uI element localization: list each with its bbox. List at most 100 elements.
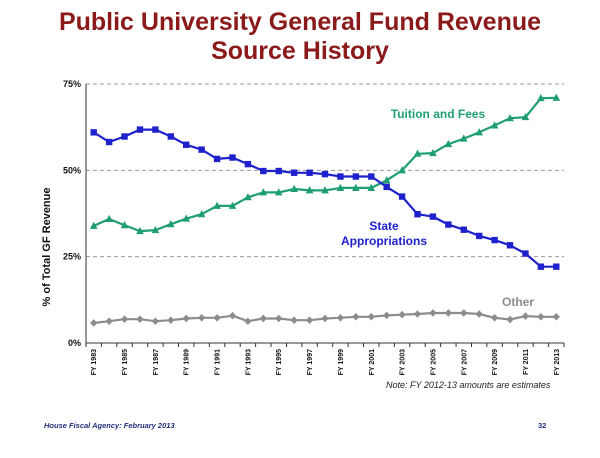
data-point (352, 173, 360, 180)
data-point (290, 316, 298, 325)
x-tick-label: FY 2013 (554, 349, 561, 375)
data-point (321, 314, 329, 323)
series-layer (89, 93, 561, 327)
data-point (444, 309, 452, 317)
data-point (368, 173, 375, 180)
data-point (382, 176, 391, 184)
series-label-other: Other (502, 295, 534, 309)
data-point (182, 214, 191, 222)
data-point (136, 226, 144, 235)
series-state-appropriations (90, 126, 560, 270)
series-tuition-and-fees (89, 93, 561, 235)
data-point (413, 149, 422, 157)
data-point (553, 263, 560, 270)
data-point (275, 314, 283, 323)
series-line (93, 96, 557, 233)
y-axis-label: % of Total GF Revenue (41, 188, 53, 307)
data-point (506, 242, 514, 249)
y-tick-label: 75% (63, 79, 81, 89)
data-point (105, 317, 113, 326)
data-point (259, 188, 268, 196)
data-point (244, 317, 252, 326)
x-tick-label: FY 2009 (492, 349, 499, 375)
x-tick-label: FY 1989 (184, 349, 191, 375)
x-tick-label: FY 1983 (91, 349, 98, 375)
data-point (121, 133, 128, 140)
series-other (90, 309, 560, 327)
data-point (290, 169, 298, 176)
data-point (305, 186, 314, 194)
data-point (383, 183, 390, 191)
data-point (229, 154, 236, 161)
data-point (105, 138, 113, 146)
data-point (105, 214, 113, 223)
data-point (506, 315, 514, 324)
data-point (89, 221, 98, 229)
data-point (275, 167, 282, 175)
data-point (183, 141, 190, 148)
data-point (152, 126, 159, 133)
data-point (521, 112, 530, 121)
data-point (336, 183, 345, 191)
series-label-tuition: Tuition and Fees (391, 107, 486, 121)
data-point (383, 311, 391, 320)
series-label-state-line1: State (369, 219, 399, 233)
data-point (167, 220, 175, 228)
data-point (274, 188, 283, 196)
data-point (305, 316, 314, 325)
data-point (398, 310, 406, 319)
data-point (90, 129, 97, 136)
data-point (460, 309, 468, 317)
data-point (490, 121, 499, 129)
x-tick-label: FY 1999 (338, 349, 345, 375)
data-point (475, 310, 483, 318)
data-point (429, 148, 437, 157)
data-point (459, 134, 468, 142)
data-point (413, 310, 422, 318)
chart-title-line1: Public University General Fund Revenue (58, 8, 542, 36)
data-point (367, 312, 375, 321)
data-point (429, 309, 437, 317)
axes (85, 84, 565, 347)
y-tick-labels: 0% 25% 50% 75% (63, 79, 81, 348)
data-point (414, 210, 421, 218)
x-tick-label: FY 1991 (215, 349, 222, 375)
x-tick-label: FY 2003 (400, 349, 407, 375)
data-point (506, 113, 514, 122)
x-tick-label: FY 1985 (122, 349, 129, 375)
data-point (537, 93, 545, 102)
data-point (521, 312, 530, 320)
page-number: 32 (538, 421, 547, 430)
chart-title-line2: Source History (211, 37, 389, 65)
data-point (306, 169, 313, 176)
data-point (398, 166, 406, 174)
x-tick-label: FY 1987 (153, 349, 160, 375)
data-point (213, 155, 221, 163)
footer-source: House Fiscal Agency: February 2013 (44, 421, 175, 430)
x-tick-label: FY 2011 (523, 349, 530, 375)
chart-title: Public University General Fund Revenue S… (0, 8, 600, 66)
y-tick-label: 50% (63, 165, 81, 175)
data-point (213, 201, 221, 209)
y-tick-label: 0% (68, 338, 81, 348)
data-point (167, 316, 175, 325)
x-tick-labels: FY 1983 FY 1985 FY 1987 FY 1989 FY 1991 FY 19… (91, 349, 561, 375)
data-point (120, 315, 129, 323)
data-point (167, 133, 175, 140)
data-point (290, 184, 298, 192)
data-point (491, 313, 499, 322)
data-point (244, 160, 252, 168)
data-point (460, 226, 467, 233)
data-point (537, 263, 545, 270)
y-tick-label: 25% (63, 252, 81, 262)
grid-lines (86, 83, 564, 258)
data-point (136, 315, 144, 323)
data-point (537, 312, 545, 321)
data-point (444, 139, 453, 148)
x-tick-label: FY 1995 (276, 349, 283, 375)
data-point (491, 236, 498, 244)
x-tick-label: FY 2001 (369, 349, 376, 375)
data-point (321, 170, 329, 178)
data-point (213, 313, 221, 322)
